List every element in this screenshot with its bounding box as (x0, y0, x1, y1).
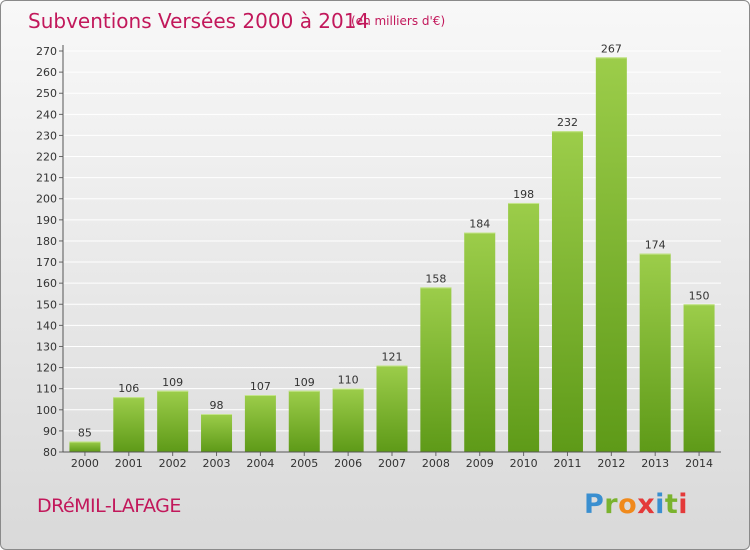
x-tick-label: 2012 (597, 457, 625, 470)
data-label: 98 (210, 399, 224, 412)
bar-2009 (464, 232, 496, 452)
bar-2007 (376, 365, 408, 452)
x-tick-label: 2000 (71, 457, 99, 470)
data-label: 184 (469, 218, 490, 231)
chart-unit: (en milliers d'€) (351, 14, 446, 28)
data-label: 110 (338, 374, 359, 387)
y-tick-label: 120 (36, 362, 57, 375)
bar-2004 (244, 395, 276, 452)
y-tick-label: 80 (43, 446, 57, 459)
bar-2006 (332, 388, 364, 452)
y-tick-label: 230 (36, 129, 57, 142)
y-tick-label: 110 (36, 383, 57, 396)
data-label: 158 (425, 272, 446, 285)
bar-2011 (551, 131, 583, 452)
x-tick-label: 2004 (246, 457, 274, 470)
y-tick-label: 270 (36, 45, 57, 58)
x-tick-label: 2011 (553, 457, 581, 470)
bar-2012 (595, 57, 627, 453)
y-tick-label: 260 (36, 66, 57, 79)
x-tick-label: 2009 (466, 457, 494, 470)
bar-2002 (157, 390, 189, 452)
x-tick-label: 2010 (510, 457, 538, 470)
data-label: 109 (294, 376, 315, 389)
data-label: 174 (645, 239, 666, 252)
x-tick-label: 2013 (641, 457, 669, 470)
x-tick-label: 2007 (378, 457, 406, 470)
y-tick-label: 160 (36, 277, 57, 290)
bar-2014 (683, 304, 715, 452)
y-tick-label: 170 (36, 256, 57, 269)
data-label: 109 (162, 376, 183, 389)
chart-title: Subventions Versées 2000 à 2014 (28, 9, 370, 33)
data-label: 198 (513, 188, 534, 201)
y-tick-label: 90 (43, 425, 57, 438)
bar-2001 (113, 397, 145, 452)
y-tick-label: 100 (36, 404, 57, 417)
bar-2005 (288, 390, 320, 452)
bar-2008 (420, 287, 452, 452)
x-tick-label: 2008 (422, 457, 450, 470)
x-tick-label: 2003 (203, 457, 231, 470)
y-tick-label: 200 (36, 193, 57, 206)
y-tick-label: 150 (36, 298, 57, 311)
x-tick-label: 2005 (290, 457, 318, 470)
y-tick-label: 220 (36, 151, 57, 164)
y-tick-label: 240 (36, 108, 57, 121)
y-tick-label: 210 (36, 172, 57, 185)
x-tick-label: 2006 (334, 457, 362, 470)
bar-2010 (508, 202, 540, 452)
y-tick-label: 130 (36, 340, 57, 353)
bar-2003 (201, 414, 233, 452)
bar-2013 (639, 253, 671, 452)
y-tick-label: 250 (36, 87, 57, 100)
x-tick-label: 2001 (115, 457, 143, 470)
bar-2000 (69, 441, 101, 452)
x-tick-label: 2002 (159, 457, 187, 470)
data-label: 232 (557, 116, 578, 129)
x-tick-label: 2014 (685, 457, 713, 470)
data-label: 107 (250, 380, 271, 393)
data-label: 121 (382, 350, 403, 363)
data-label: 106 (118, 382, 139, 395)
y-tick-label: 190 (36, 214, 57, 227)
y-tick-label: 140 (36, 319, 57, 332)
proxiti-logo: Proxiti (584, 489, 689, 520)
y-tick-label: 180 (36, 235, 57, 248)
data-label: 85 (78, 426, 92, 439)
commune-name: DRéMIL-LAFAGE (37, 495, 181, 517)
data-label: 267 (601, 42, 622, 55)
data-label: 150 (689, 289, 710, 302)
